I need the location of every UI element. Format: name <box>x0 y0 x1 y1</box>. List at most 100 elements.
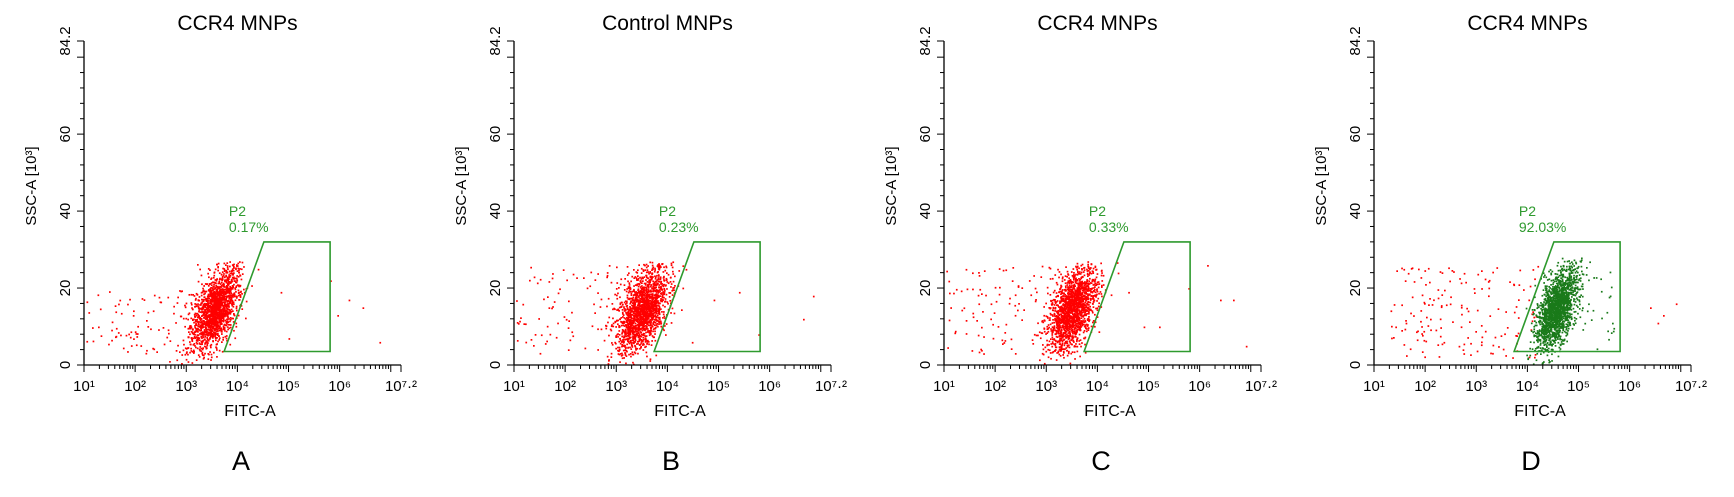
data-point <box>150 328 152 331</box>
data-point <box>237 289 240 292</box>
data-point <box>1086 330 1088 333</box>
data-point <box>551 307 553 310</box>
data-point <box>141 298 144 300</box>
data-point <box>657 265 659 268</box>
data-point <box>194 303 196 305</box>
data-point <box>204 302 206 305</box>
data-point <box>656 314 659 317</box>
data-point <box>196 319 198 321</box>
data-point <box>209 301 212 304</box>
data-point <box>235 291 237 293</box>
data-point <box>203 339 206 341</box>
data-point <box>229 309 232 312</box>
data-point <box>642 338 645 341</box>
data-point <box>1065 342 1068 344</box>
data-point <box>536 282 539 285</box>
data-point <box>621 352 623 355</box>
data-point <box>636 334 639 337</box>
data-point <box>1079 304 1082 306</box>
data-point <box>230 292 232 294</box>
data-point <box>235 268 237 271</box>
data-point <box>665 284 667 286</box>
data-point <box>626 307 629 309</box>
data-point <box>209 269 211 271</box>
data-point <box>169 361 171 363</box>
data-point <box>629 302 632 305</box>
data-point <box>232 286 234 288</box>
data-point <box>227 328 229 331</box>
data-point <box>196 347 199 350</box>
data-point <box>1057 322 1059 324</box>
data-point <box>647 304 650 306</box>
data-point <box>636 333 638 335</box>
data-point <box>624 300 627 303</box>
data-point <box>652 315 655 317</box>
data-point <box>571 311 573 314</box>
data-point <box>636 279 638 281</box>
data-point <box>212 281 214 284</box>
data-point <box>638 300 641 303</box>
data-point <box>639 347 641 350</box>
data-point <box>634 299 637 301</box>
data-point <box>140 345 143 347</box>
data-point <box>630 308 633 310</box>
data-point <box>667 282 670 285</box>
data-point <box>572 273 575 276</box>
data-point <box>177 296 179 299</box>
data-point <box>649 360 652 362</box>
data-point <box>173 312 175 315</box>
data-point <box>1062 295 1064 297</box>
data-point <box>661 295 664 298</box>
data-point <box>672 270 674 273</box>
data-point <box>1072 276 1075 279</box>
data-point <box>659 290 661 293</box>
data-point <box>204 292 206 295</box>
data-point <box>209 283 211 285</box>
data-point <box>640 278 643 280</box>
data-point <box>656 274 658 277</box>
data-point <box>216 312 219 315</box>
data-point <box>218 296 221 299</box>
data-point <box>644 341 647 343</box>
data-point <box>215 286 218 288</box>
data-point <box>638 325 641 327</box>
data-point <box>629 328 632 330</box>
data-point <box>215 295 218 298</box>
data-point <box>209 327 212 330</box>
data-point <box>642 308 644 311</box>
data-point <box>213 331 216 334</box>
data-point <box>187 347 189 350</box>
data-point <box>201 291 204 294</box>
x-tick-label: 10⁵ <box>277 378 300 395</box>
data-point <box>233 329 235 332</box>
data-point <box>653 304 655 307</box>
data-point <box>642 291 645 294</box>
data-point <box>233 303 235 306</box>
data-point <box>197 299 200 301</box>
data-point <box>636 309 638 312</box>
data-point <box>663 275 665 278</box>
data-point <box>153 294 156 297</box>
data-point <box>136 333 139 335</box>
data-point <box>98 326 100 329</box>
data-point <box>616 297 619 300</box>
data-point <box>594 279 597 281</box>
data-point <box>190 350 193 352</box>
data-point <box>647 265 649 267</box>
data-point <box>640 342 643 344</box>
data-point <box>657 292 659 294</box>
data-point <box>637 352 639 355</box>
data-point <box>636 284 638 287</box>
data-point <box>206 300 209 302</box>
data-point <box>1049 312 1052 315</box>
data-point <box>605 324 607 327</box>
data-point <box>201 321 203 323</box>
data-point <box>632 325 634 327</box>
data-point <box>1072 301 1075 303</box>
data-point <box>1063 328 1065 330</box>
data-point <box>215 310 218 313</box>
data-point <box>1075 302 1078 304</box>
data-point <box>225 274 227 277</box>
data-point <box>632 290 635 292</box>
data-point <box>623 284 626 286</box>
